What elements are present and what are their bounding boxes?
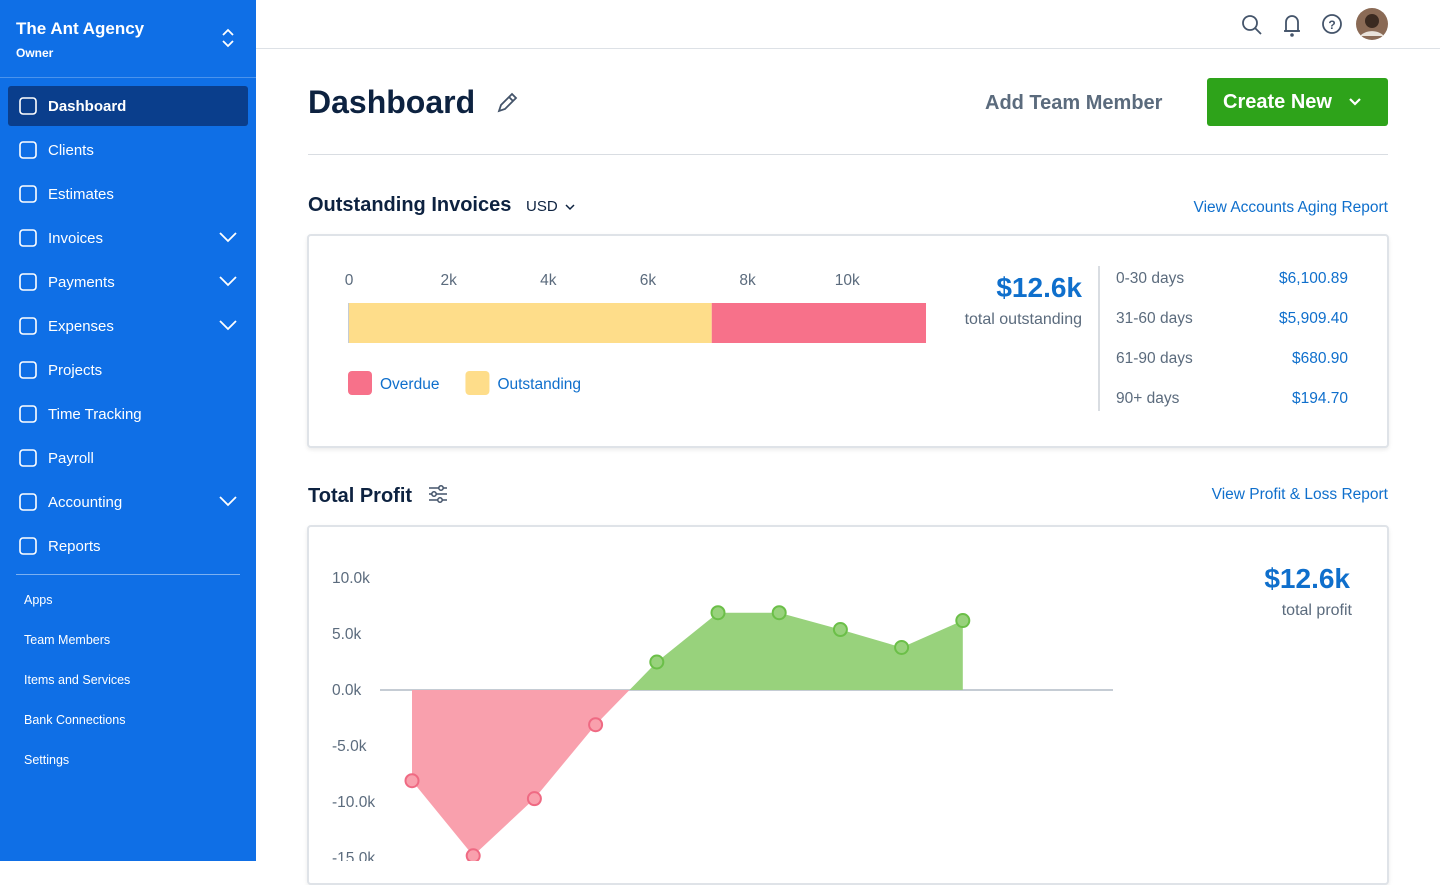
section-title: Total Profit	[308, 485, 413, 507]
nav-icon	[19, 493, 37, 511]
nav-item[interactable]: Payments	[8, 262, 248, 302]
nav-item[interactable]: Reports	[8, 526, 248, 566]
notifications-icon[interactable]	[1284, 15, 1300, 37]
aging-label: 0-30 days	[1116, 270, 1185, 287]
page-title: Dashboard	[308, 84, 476, 120]
help-icon[interactable]: ?	[1322, 14, 1342, 34]
chevron	[1349, 98, 1361, 106]
nav-label: Projects	[48, 361, 103, 379]
nav-icon	[19, 97, 37, 115]
chevron	[219, 276, 237, 287]
company-name[interactable]: The Ant Agency	[16, 19, 145, 38]
add-team-member-button[interactable]: Add Team Member	[985, 92, 1163, 114]
total-profit: $12.6k	[1264, 563, 1350, 594]
nav-label: Expenses	[48, 317, 114, 335]
nav-label: Estimates	[48, 185, 114, 203]
nav-icon	[19, 273, 37, 291]
nav-icon	[19, 537, 37, 555]
nav-label: Payroll	[48, 449, 94, 467]
nav-item[interactable]: Payroll	[8, 438, 248, 478]
separator	[0, 77, 256, 78]
aging-report-link[interactable]: View Accounts Aging Report	[1193, 199, 1388, 216]
nav-label: Clients	[48, 141, 94, 159]
aging-label: 90+ days	[1116, 390, 1180, 407]
aging-amount: $194.70	[1291, 390, 1348, 407]
total-outstanding-label: total outstanding	[964, 311, 1082, 328]
currency-select[interactable]: USD	[526, 198, 576, 215]
create-new-button[interactable]: Create New	[1207, 78, 1388, 126]
aging-amount: $680.90	[1291, 350, 1348, 367]
search-icon[interactable]	[1242, 15, 1262, 35]
topbar-icons: ?	[1242, 8, 1388, 40]
filter-icon[interactable]	[428, 484, 448, 504]
nav-label: Accounting	[48, 493, 123, 511]
svg-text:?: ?	[1328, 18, 1335, 32]
nav-icon	[19, 317, 37, 335]
total-outstanding: $12.6k	[996, 272, 1082, 303]
separator	[1098, 266, 1100, 411]
secondary-link[interactable]: Apps	[24, 593, 53, 607]
nav-label: Reports	[48, 537, 101, 555]
switch-icon[interactable]	[220, 26, 236, 50]
section-title: Outstanding Invoices	[308, 194, 512, 216]
aging-amount: $5,909.40	[1279, 310, 1348, 327]
edit-icon[interactable]	[494, 90, 520, 116]
nav-icon	[19, 449, 37, 467]
nav-icon	[19, 229, 37, 247]
sidebar: The Ant Agency Owner Dashboard Clients Est…	[0, 0, 256, 861]
currency: USD	[526, 198, 558, 215]
profit-card	[307, 525, 1389, 885]
nav-icon	[19, 185, 37, 203]
nav-item[interactable]: Clients	[8, 130, 248, 170]
profit-loss-link[interactable]: View Profit & Loss Report	[1211, 486, 1388, 503]
chevron	[219, 496, 237, 507]
chevron	[219, 320, 237, 331]
aging-label: 31-60 days	[1116, 310, 1193, 327]
divider	[308, 154, 1388, 155]
button-label: Create New	[1223, 90, 1332, 113]
nav-icon	[19, 405, 37, 423]
nav-item[interactable]: Expenses	[8, 306, 248, 346]
nav-item[interactable]: Time Tracking	[8, 394, 248, 434]
secondary-link[interactable]: Bank Connections	[24, 713, 126, 727]
nav-label: Dashboard	[48, 97, 127, 115]
nav-item[interactable]: Estimates	[8, 174, 248, 214]
avatar[interactable]	[1356, 8, 1388, 40]
nav-item[interactable]: Invoices	[8, 218, 248, 258]
secondary-link[interactable]: Settings	[24, 753, 70, 767]
chevron	[565, 203, 575, 210]
chevron	[219, 232, 237, 243]
nav-item[interactable]: Projects	[8, 350, 248, 390]
invoices-card	[307, 234, 1389, 448]
nav-icon	[19, 141, 37, 159]
nav-label: Invoices	[48, 229, 104, 247]
secondary-link[interactable]: Team Members	[24, 633, 111, 647]
aging-amount: $6,100.89	[1279, 270, 1348, 287]
separator	[16, 574, 240, 575]
nav-item[interactable]: Dashboard	[8, 86, 248, 126]
total-profit-label: total profit	[1281, 602, 1352, 619]
nav-icon	[19, 361, 37, 379]
secondary-link[interactable]: Items and Services	[24, 673, 131, 687]
aging-label: 61-90 days	[1116, 350, 1193, 367]
nav-label: Payments	[48, 273, 115, 291]
role: Owner	[16, 46, 54, 60]
nav-item[interactable]: Accounting	[8, 482, 248, 522]
topbar-border	[256, 48, 1440, 49]
nav-label: Time Tracking	[48, 405, 142, 423]
